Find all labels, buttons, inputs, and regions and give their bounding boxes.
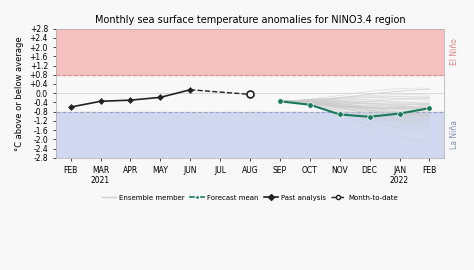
Y-axis label: °C above or below average: °C above or below average bbox=[15, 36, 24, 151]
Bar bbox=[55, 112, 444, 158]
Text: El Niño: El Niño bbox=[450, 38, 459, 65]
Legend: Ensemble member, Forecast mean, Past analysis, Month-to-date: Ensemble member, Forecast mean, Past ana… bbox=[100, 192, 401, 204]
Text: La Niña: La Niña bbox=[450, 120, 459, 149]
Bar bbox=[55, 29, 444, 75]
Title: Monthly sea surface temperature anomalies for NINO3.4 region: Monthly sea surface temperature anomalie… bbox=[95, 15, 405, 25]
